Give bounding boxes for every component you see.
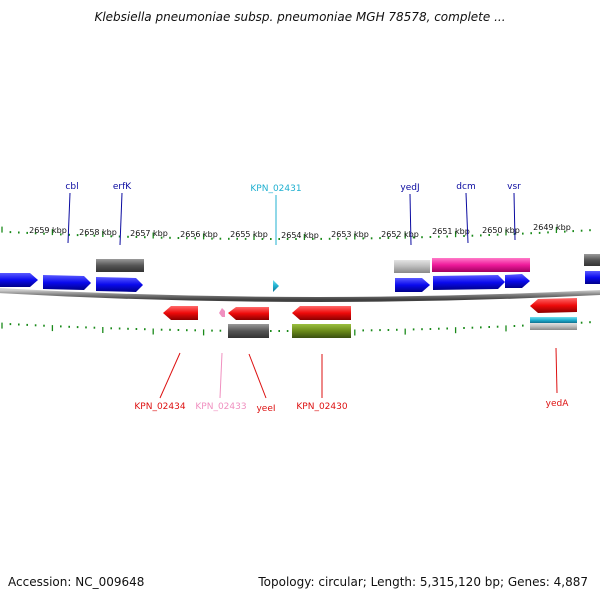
kbp-scale: 2659 kbp 2658 kbp 2657 kbp 2656 kbp 2655… [29, 223, 571, 240]
gene-label-KPN-02431[interactable]: KPN_02431 [250, 184, 301, 194]
gene-KPN-02431[interactable] [273, 280, 279, 292]
kbp-label: 2655 kbp [230, 230, 268, 239]
bottom-gene-labels: KPN_02434 KPN_02433 yeeI KPN_02430 yedA [134, 347, 570, 414]
leader-line [409, 193, 412, 246]
gene-label-KPN-02430[interactable]: KPN_02430 [296, 402, 347, 412]
gene-KPN-02433[interactable] [219, 308, 225, 317]
gene-yedA[interactable] [530, 298, 577, 313]
forward-strand-features [0, 254, 600, 292]
genome-title: Klebsiella pneumoniae subsp. pneumoniae … [94, 10, 506, 24]
gene-label-yeeI[interactable]: yeeI [256, 404, 275, 414]
gene-label-vsr[interactable]: vsr [507, 182, 521, 192]
gene-forward[interactable] [585, 271, 600, 284]
olive-feature[interactable] [292, 324, 351, 338]
gene-vsr[interactable] [505, 274, 530, 288]
gene-yeeI[interactable] [228, 307, 269, 320]
kbp-label: 2650 kbp [482, 226, 520, 235]
gene-forward[interactable] [43, 275, 91, 290]
gene-label-KPN-02433[interactable]: KPN_02433 [195, 402, 246, 412]
gene-label-yedJ[interactable]: yedJ [400, 183, 419, 193]
gene-KPN-02434[interactable] [163, 306, 198, 320]
gene-dcm[interactable] [433, 275, 505, 290]
light-gray-feature[interactable] [530, 323, 577, 330]
kbp-label: 2654 kbp [281, 231, 319, 240]
gene-label-yedA[interactable]: yedA [546, 399, 570, 409]
accession-text: Accession: NC_009648 [8, 575, 145, 589]
kbp-label: 2649 kbp [533, 223, 571, 232]
gray-feature[interactable] [584, 254, 600, 266]
cyan-feature[interactable] [530, 317, 577, 323]
reverse-strand-features [163, 298, 577, 338]
top-gene-labels: cbl erfK KPN_02431 yedJ dcm vsr [65, 182, 521, 246]
kbp-label: 2651 kbp [432, 227, 470, 236]
leader-line [159, 352, 181, 399]
leader-line [465, 192, 469, 244]
leader-line [555, 347, 558, 394]
gene-forward[interactable] [0, 273, 38, 287]
leader-line [119, 192, 123, 246]
kbp-label: 2658 kbp [79, 228, 117, 237]
genome-summary-text: Topology: circular; Length: 5,315,120 bp… [258, 575, 588, 589]
gray-feature[interactable] [228, 324, 269, 338]
gene-label-erfK[interactable]: erfK [113, 182, 132, 192]
gene-label-cbl[interactable]: cbl [65, 182, 78, 192]
gene-label-KPN-02434[interactable]: KPN_02434 [134, 402, 185, 412]
kbp-label: 2656 kbp [180, 230, 218, 239]
kbp-label: 2657 kbp [130, 229, 168, 238]
kbp-label: 2652 kbp [381, 230, 419, 239]
gene-yedJ[interactable] [395, 278, 430, 292]
light-gray-feature[interactable] [394, 260, 430, 273]
pink-feature[interactable] [432, 258, 530, 272]
kbp-label: 2653 kbp [331, 230, 369, 239]
gray-feature[interactable] [96, 259, 144, 272]
top-tick-ruler [1, 226, 591, 240]
gene-label-dcm[interactable]: dcm [456, 182, 475, 192]
leader-line [219, 352, 223, 399]
leader-line [248, 353, 267, 399]
leader-line [513, 192, 516, 241]
chromosome-backbone [0, 288, 600, 303]
gene-erfK[interactable] [96, 277, 143, 292]
kbp-label: 2659 kbp [29, 226, 67, 235]
gene-KPN-02430[interactable] [292, 306, 351, 320]
leader-line [67, 192, 71, 244]
